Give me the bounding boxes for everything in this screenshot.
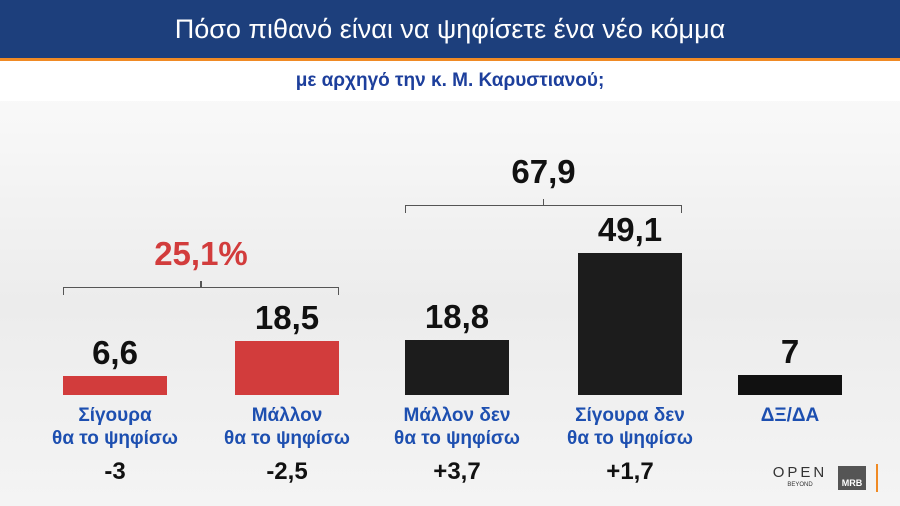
change-label: -2,5 xyxy=(266,458,308,485)
x-tick-label: Μάλλον δεν θα το ψηφίσω xyxy=(394,405,520,449)
logo-rule xyxy=(876,464,878,492)
value-label: 7 xyxy=(780,332,800,370)
change-label: -3 xyxy=(104,458,126,485)
chart-title: Πόσο πιθανό είναι να ψηφίσετε ένα νέο κό… xyxy=(174,14,726,44)
bar xyxy=(738,374,842,395)
group-tick xyxy=(542,199,544,205)
change-label: +3,7 xyxy=(433,458,481,485)
x-tick-label: Σίγουρα θα το ψηφίσω xyxy=(52,405,178,449)
header-band xyxy=(0,0,900,58)
bar xyxy=(578,252,682,395)
subtitle-band xyxy=(0,61,900,101)
value-label: 18,8 xyxy=(424,298,490,336)
value-label: 18,5 xyxy=(254,299,320,337)
x-tick-label: Μάλλον θα το ψηφίσω xyxy=(224,405,350,449)
x-tick-label: Σίγουρα δεν θα το ψηφίσω xyxy=(567,405,693,449)
group-label: 25,1% xyxy=(154,235,248,272)
value-label: 6,6 xyxy=(92,333,138,371)
chart-subtitle: με αρχηγό την κ. Μ. Καρυστιανού; xyxy=(295,70,605,91)
bar xyxy=(235,341,339,395)
bar xyxy=(405,340,509,395)
group-label: 67,9 xyxy=(511,153,576,190)
logo: MRB xyxy=(838,466,866,490)
group-bracket xyxy=(405,205,682,213)
bar xyxy=(63,375,167,395)
group-tick xyxy=(200,281,202,287)
change-label: +1,7 xyxy=(606,458,654,485)
group-bracket xyxy=(63,287,339,295)
header-rule xyxy=(0,58,900,61)
logo: BEYOND xyxy=(787,482,813,488)
logo: OPEN xyxy=(772,464,828,481)
value-label: 49,1 xyxy=(597,210,663,248)
x-tick-label: ΔΞ/ΔΑ xyxy=(760,405,820,426)
